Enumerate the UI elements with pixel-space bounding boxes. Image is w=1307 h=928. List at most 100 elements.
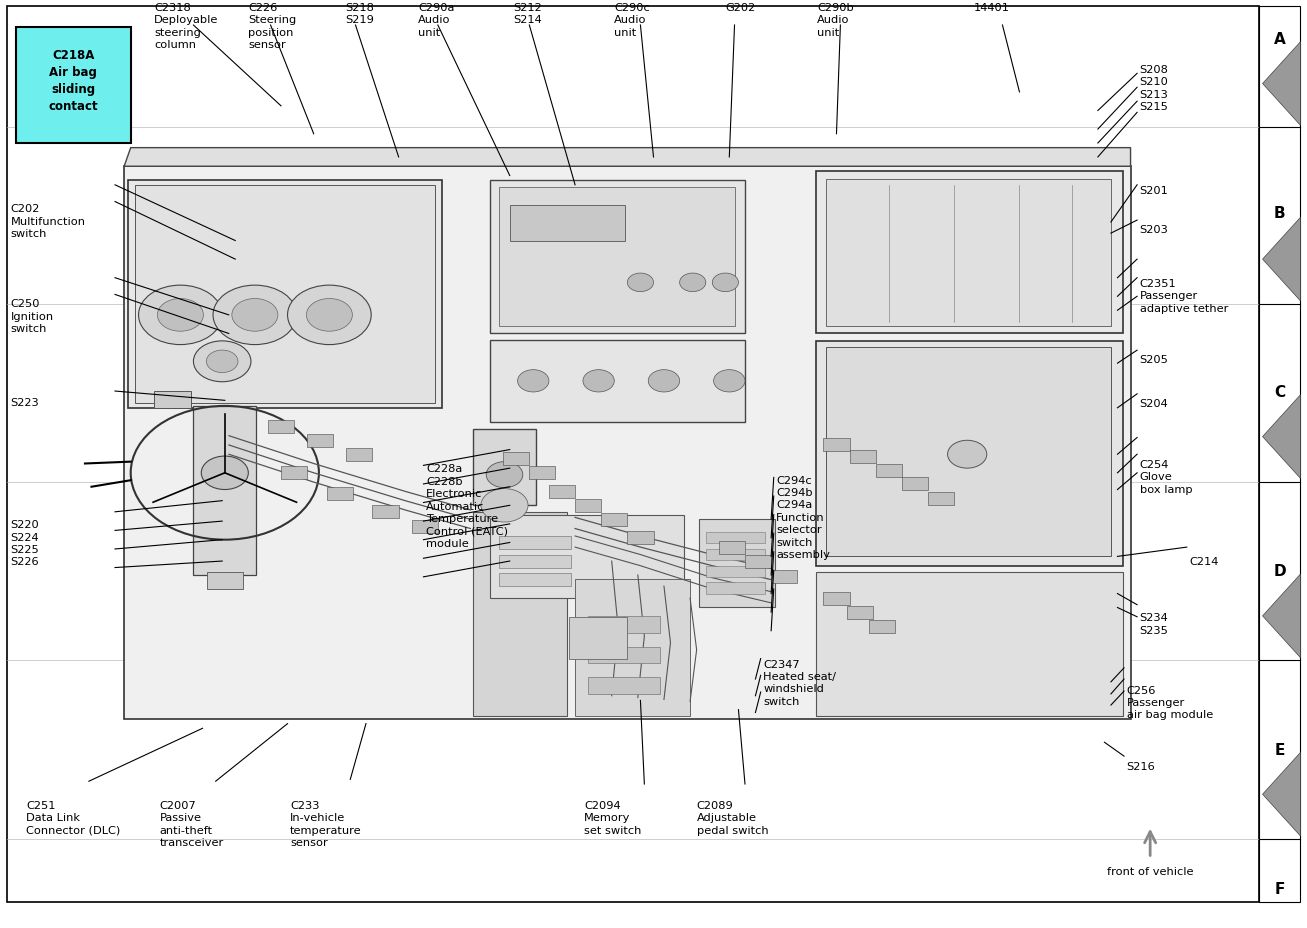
Bar xyxy=(823,592,850,605)
Text: C2318
Deployable
steering
column: C2318 Deployable steering column xyxy=(154,3,218,50)
Text: E: E xyxy=(1274,742,1285,757)
Text: C2347
Heated seat/
windshield
switch: C2347 Heated seat/ windshield switch xyxy=(763,659,836,706)
Text: S201: S201 xyxy=(1140,186,1168,196)
Polygon shape xyxy=(124,167,1131,719)
Bar xyxy=(503,453,529,466)
Text: C254
Glove
box lamp: C254 Glove box lamp xyxy=(1140,459,1192,494)
Text: C: C xyxy=(1274,384,1285,399)
Bar xyxy=(510,206,625,241)
Bar xyxy=(706,583,765,594)
Bar xyxy=(207,573,243,589)
Text: S234
S235: S234 S235 xyxy=(1140,612,1168,635)
Text: C294c
C294b
C294a
Function
selector
switch
assembly: C294c C294b C294a Function selector swit… xyxy=(776,475,830,560)
Bar xyxy=(499,555,571,568)
Bar xyxy=(902,478,928,491)
Circle shape xyxy=(583,370,614,393)
Bar xyxy=(281,467,307,480)
Circle shape xyxy=(207,351,238,373)
Circle shape xyxy=(648,370,680,393)
Bar xyxy=(869,620,895,633)
Bar xyxy=(575,499,601,512)
Text: F: F xyxy=(1274,882,1285,896)
Circle shape xyxy=(213,286,297,345)
Bar xyxy=(850,450,876,463)
Bar xyxy=(575,579,690,716)
Circle shape xyxy=(201,457,248,490)
Bar xyxy=(490,341,745,422)
Bar xyxy=(823,439,850,452)
Bar xyxy=(816,172,1123,334)
Polygon shape xyxy=(124,148,1131,167)
Circle shape xyxy=(486,462,523,488)
Circle shape xyxy=(306,299,353,332)
Bar xyxy=(473,430,536,506)
Text: C290c
Audio
unit: C290c Audio unit xyxy=(614,3,650,37)
Circle shape xyxy=(481,489,528,522)
Bar xyxy=(826,180,1111,327)
Text: C251
Data Link
Connector (DLC): C251 Data Link Connector (DLC) xyxy=(26,800,120,834)
Text: C202
Multifunction
switch: C202 Multifunction switch xyxy=(10,204,85,238)
Bar xyxy=(372,506,399,519)
Bar xyxy=(771,571,797,584)
Bar xyxy=(706,549,765,561)
Text: A: A xyxy=(1274,32,1285,46)
Text: C226
Steering
position
sensor: C226 Steering position sensor xyxy=(248,3,297,50)
Bar xyxy=(490,181,745,334)
Bar xyxy=(327,487,353,500)
Text: D: D xyxy=(1273,563,1286,578)
Text: C2089
Adjustable
pedal switch: C2089 Adjustable pedal switch xyxy=(697,800,769,834)
Text: C2094
Memory
set switch: C2094 Memory set switch xyxy=(584,800,642,834)
Bar xyxy=(346,448,372,461)
Text: C2351
Passenger
adaptive tether: C2351 Passenger adaptive tether xyxy=(1140,278,1229,313)
Circle shape xyxy=(712,274,738,292)
Polygon shape xyxy=(1263,395,1300,479)
Polygon shape xyxy=(1263,43,1300,126)
Bar xyxy=(706,566,765,577)
Text: C290a
Audio
unit: C290a Audio unit xyxy=(418,3,455,37)
Bar xyxy=(588,677,660,694)
Bar xyxy=(499,536,571,549)
Text: S220
S224
S225
S226: S220 S224 S225 S226 xyxy=(10,520,39,567)
Circle shape xyxy=(680,274,706,292)
Text: S203: S203 xyxy=(1140,225,1168,235)
Polygon shape xyxy=(1263,753,1300,836)
Circle shape xyxy=(288,286,371,345)
Bar xyxy=(826,348,1111,557)
Text: S212
S214: S212 S214 xyxy=(514,3,542,25)
Bar xyxy=(816,573,1123,716)
Text: S204: S204 xyxy=(1140,399,1168,409)
Bar xyxy=(193,406,256,575)
Bar xyxy=(473,512,567,716)
Text: C228a
C228b
Electronic
Automatic
Temperature
Control (EATC)
module: C228a C228b Electronic Automatic Tempera… xyxy=(426,464,508,548)
Circle shape xyxy=(518,370,549,393)
Bar xyxy=(745,555,771,568)
Polygon shape xyxy=(1263,574,1300,658)
Text: C256
Passenger
air bag module: C256 Passenger air bag module xyxy=(1127,685,1213,719)
Bar xyxy=(549,485,575,498)
Bar xyxy=(499,574,571,586)
Circle shape xyxy=(193,342,251,382)
Circle shape xyxy=(714,370,745,393)
Bar xyxy=(627,532,654,545)
Text: S223: S223 xyxy=(10,397,39,407)
Text: C2007
Passive
anti-theft
transceiver: C2007 Passive anti-theft transceiver xyxy=(159,800,223,847)
Text: S218
S219: S218 S219 xyxy=(345,3,374,25)
Bar xyxy=(1259,6,1300,902)
Circle shape xyxy=(627,274,654,292)
Bar xyxy=(529,467,555,480)
Bar xyxy=(268,420,294,433)
Polygon shape xyxy=(1263,218,1300,302)
Text: S205: S205 xyxy=(1140,354,1168,365)
Bar xyxy=(816,342,1123,566)
Bar xyxy=(16,28,131,144)
Bar xyxy=(490,515,684,599)
Bar xyxy=(154,392,191,408)
Bar xyxy=(601,513,627,526)
Text: C214: C214 xyxy=(1189,557,1218,567)
Bar xyxy=(588,647,660,664)
Text: C250
Ignition
switch: C250 Ignition switch xyxy=(10,299,54,333)
Circle shape xyxy=(139,286,222,345)
Bar xyxy=(719,541,745,554)
Text: C218A
Air bag
sliding
contact: C218A Air bag sliding contact xyxy=(48,49,98,113)
Bar xyxy=(588,616,660,633)
